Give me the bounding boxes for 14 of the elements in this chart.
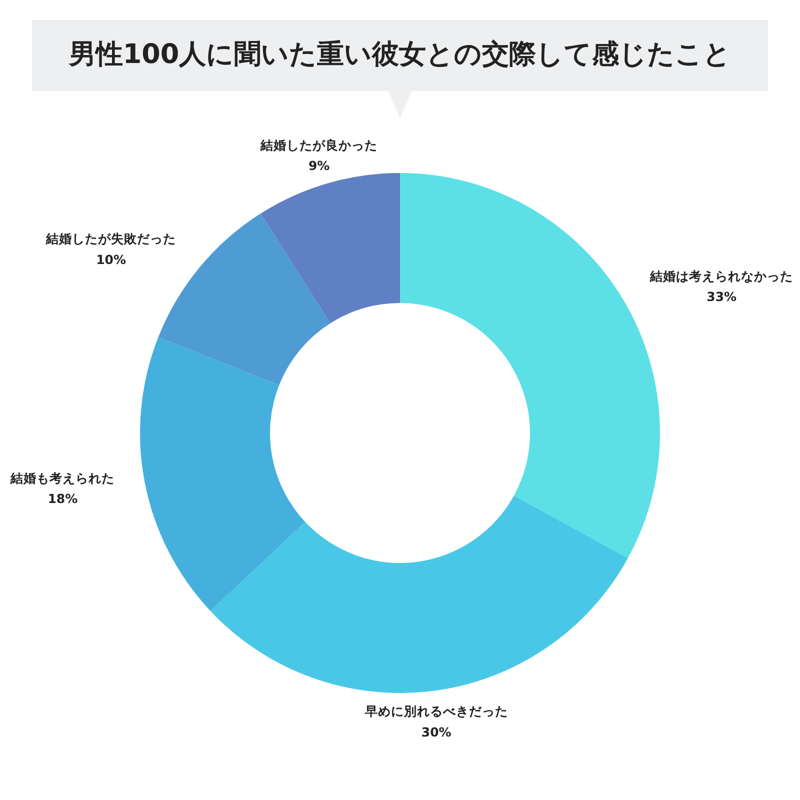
donut-slice	[140, 337, 306, 611]
data-label: 18%	[48, 490, 78, 506]
slice-label: 早めに別れるべきだった	[364, 704, 508, 719]
data-label: 33%	[706, 289, 738, 304]
slice-label: 結婚したが失敗だった	[45, 231, 176, 246]
donut-slice	[260, 173, 400, 324]
data-label: 9%	[308, 158, 330, 174]
donut-slice	[210, 496, 628, 692]
slice-label: 結婚は考えられなかった	[649, 268, 794, 284]
slice-label: 結婚も考えられた	[10, 470, 115, 486]
data-label: 10%	[96, 252, 126, 267]
chart-title: 男性100人に聞いた重い彼女との交際して感じたこと	[68, 39, 732, 70]
data-label: 30%	[421, 724, 452, 740]
slice-label: 結婚したが良かった	[260, 138, 378, 153]
